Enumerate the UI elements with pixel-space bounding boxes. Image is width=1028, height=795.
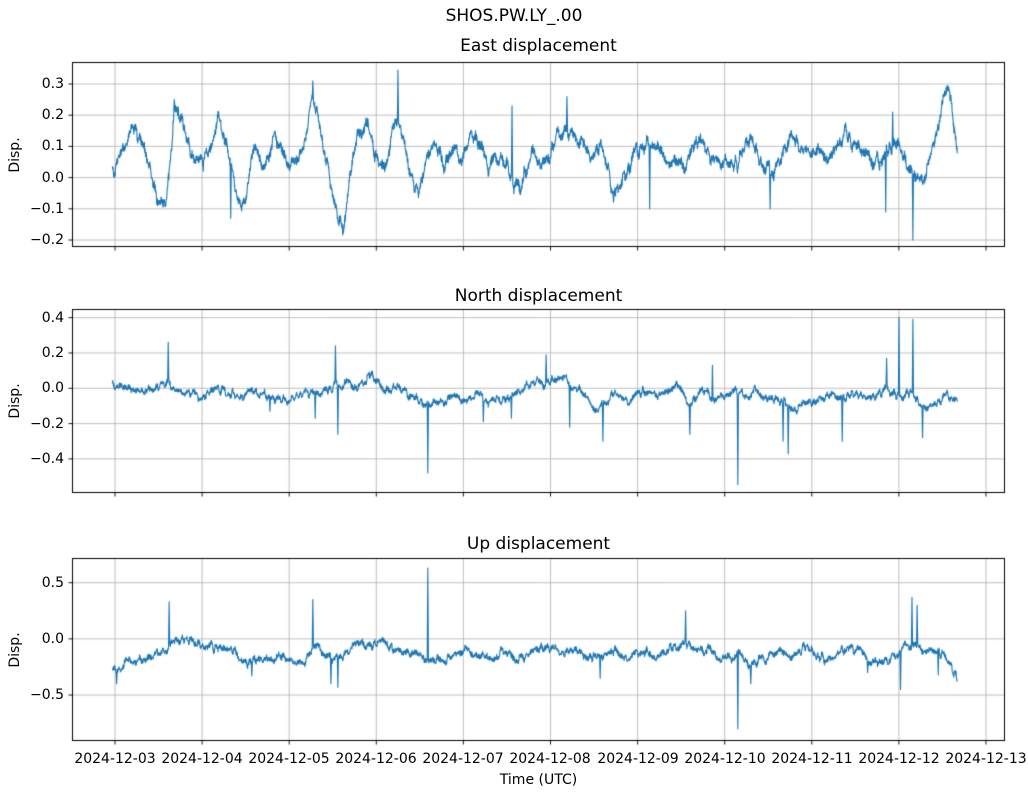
y-tick-label: −0.1 [30, 201, 64, 217]
y-tick-label: 0.1 [41, 138, 64, 154]
x-tick-label: 2024-12-12 [858, 751, 940, 767]
x-tick-label: 2024-12-10 [684, 751, 766, 767]
subplot-up-title: Up displacement [466, 534, 611, 554]
y-tick-label: 0.2 [41, 107, 64, 123]
y-tick-label: −0.5 [30, 687, 64, 703]
subplot-east-title: East displacement [460, 36, 617, 56]
y-tick-label: −0.2 [30, 416, 64, 432]
x-tick-label: 2024-12-04 [161, 751, 243, 767]
x-axis-label: Time (UTC) [499, 772, 578, 788]
y-tick-label: −0.2 [30, 232, 64, 248]
y-tick-label: −0.4 [30, 451, 64, 467]
y-tick-label: 0.2 [41, 345, 64, 361]
y-tick-label: 0.0 [41, 631, 64, 647]
x-tick-label: 2024-12-13 [945, 751, 1027, 767]
y-axis-label-up: Disp. [7, 632, 23, 668]
y-tick-label: 0.3 [41, 76, 64, 92]
subplot-north-title: North displacement [454, 286, 623, 306]
y-tick-label: 0.4 [41, 310, 64, 326]
x-tick-label: 2024-12-11 [771, 751, 853, 767]
x-tick-label: 2024-12-09 [597, 751, 679, 767]
x-tick-label: 2024-12-08 [509, 751, 591, 767]
x-tick-label: 2024-12-03 [74, 751, 156, 767]
y-tick-label: 0.0 [41, 170, 64, 186]
x-tick-label: 2024-12-07 [422, 751, 504, 767]
x-tick-label: 2024-12-05 [248, 751, 330, 767]
figure-title: SHOS.PW.LY_.00 [445, 6, 583, 26]
y-tick-label: 0.0 [41, 380, 64, 396]
y-tick-label: 0.5 [41, 575, 64, 591]
x-tick-label: 2024-12-06 [335, 751, 417, 767]
